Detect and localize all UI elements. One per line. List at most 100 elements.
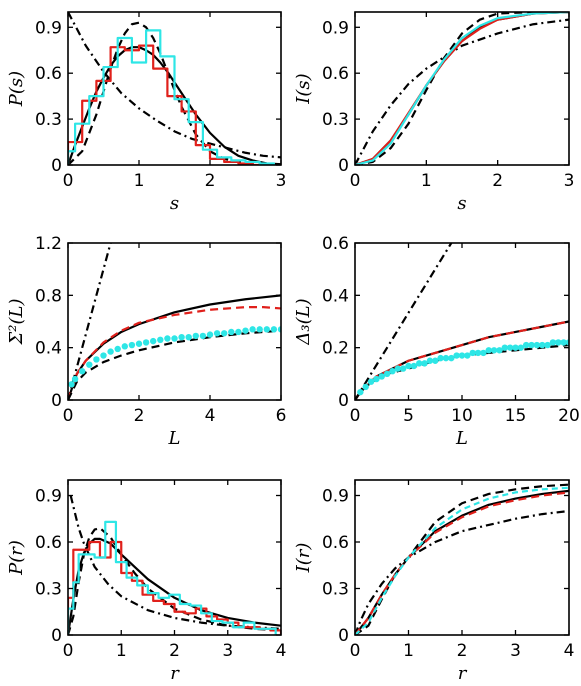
series-line-black-dashdot: [69, 495, 281, 630]
plot-area: [68, 243, 281, 400]
plot-area: [68, 495, 281, 635]
data-point: [128, 341, 136, 349]
series-line-black-solid: [68, 294, 281, 400]
y-tick-label: 0.9: [322, 487, 349, 507]
data-point: [228, 328, 235, 336]
axes-box: [354, 11, 570, 166]
data-point: [68, 381, 75, 388]
data-point: [506, 344, 514, 351]
y-tick-label: 0.6: [322, 234, 349, 254]
series-line-black-dashdot: [355, 18, 569, 165]
y-axis-label: P(s): [6, 71, 27, 107]
x-tick-label: 0: [63, 406, 74, 426]
data-point: [539, 341, 546, 349]
data-point: [480, 349, 487, 357]
x-tick-label: 1: [421, 171, 432, 191]
data-point: [71, 375, 79, 383]
series-line-cyan-step: [68, 29, 275, 165]
data-point: [256, 326, 263, 333]
plot-area: [355, 243, 569, 400]
series-line-black-solid: [355, 489, 569, 635]
axes-box: [67, 242, 282, 401]
panel-sigma2-l: 0 2 4 6 0 0.4 0.8 1.2 L Σ²(L): [6, 234, 286, 449]
x-tick-label: 0: [350, 171, 361, 191]
x-tick-label: 4: [276, 641, 287, 661]
data-point: [523, 341, 530, 349]
y-tick-label: 0.3: [35, 110, 62, 130]
data-point: [114, 345, 121, 353]
data-point: [464, 352, 471, 359]
x-tick-label: 0: [350, 641, 361, 661]
data-point: [86, 361, 93, 368]
data-point: [512, 344, 519, 351]
series-line-black-dashdot: [355, 509, 569, 635]
data-point: [549, 339, 557, 346]
x-axis-label: s: [457, 193, 466, 214]
x-tick-label: 2: [134, 406, 145, 426]
data-point: [448, 354, 455, 362]
plot-area: [355, 12, 569, 165]
x-axis-label: r: [170, 663, 180, 684]
data-point: [389, 368, 396, 375]
x-tick-label: 20: [558, 406, 580, 426]
data-point: [362, 383, 369, 391]
y-axis-label: Σ²(L): [6, 299, 27, 346]
y-axis-label: I(r): [293, 543, 314, 574]
x-tick-label: 2: [492, 171, 503, 191]
x-tick-label: 1: [116, 641, 127, 661]
data-point: [442, 354, 450, 362]
data-point: [357, 388, 364, 396]
y-axis-label: I(s): [293, 73, 314, 104]
series-line-black-dashed: [355, 12, 569, 165]
x-tick-label: 2: [457, 641, 468, 661]
y-tick-label: 0.2: [322, 339, 349, 359]
y-tick-label: 0: [51, 626, 62, 646]
data-point: [367, 378, 375, 385]
x-tick-label: 6: [276, 406, 287, 426]
data-point: [432, 357, 439, 364]
data-point: [178, 334, 185, 341]
x-tick-label: 3: [222, 641, 233, 661]
x-tick-label: 15: [505, 406, 527, 426]
data-point: [437, 354, 444, 362]
x-tick-label: 3: [510, 641, 521, 661]
series-line-black-dashdot: [355, 243, 453, 400]
data-point: [242, 327, 249, 334]
data-point: [235, 328, 242, 336]
data-point: [421, 360, 428, 367]
data-point: [135, 340, 143, 347]
data-point: [426, 357, 434, 364]
y-tick-label: 1.2: [35, 234, 62, 254]
data-point: [206, 331, 214, 338]
data-point: [533, 341, 541, 349]
data-point: [453, 352, 460, 359]
data-point: [555, 339, 562, 346]
data-point: [469, 349, 476, 357]
y-tick-label: 0.9: [322, 18, 349, 38]
x-tick-label: 3: [276, 171, 287, 191]
plot-area: [68, 12, 281, 165]
series-line-cyan-step: [68, 520, 277, 635]
y-tick-label: 0.8: [35, 286, 62, 306]
y-tick-label: 0.6: [35, 533, 62, 553]
y-tick-label: 0.3: [35, 580, 62, 600]
data-point: [199, 332, 207, 340]
series-line-cyan-line: [355, 12, 569, 165]
y-tick-label: 0.9: [35, 487, 62, 507]
x-tick-label: 0: [350, 406, 361, 426]
data-point: [192, 332, 199, 340]
series-line-red-step: [68, 44, 267, 165]
data-point: [416, 360, 423, 367]
data-point: [501, 344, 508, 351]
series-line-black-dashdot: [68, 12, 281, 159]
y-tick-label: 0.3: [322, 580, 349, 600]
data-point: [157, 336, 164, 344]
x-tick-label: 4: [564, 641, 575, 661]
y-tick-label: 0.6: [322, 533, 349, 553]
y-tick-label: 0.6: [35, 64, 62, 84]
data-point: [490, 347, 498, 354]
y-axis-label: P(r): [6, 540, 27, 576]
data-point: [485, 347, 492, 354]
data-point: [560, 339, 567, 346]
x-tick-label: 0: [63, 171, 74, 191]
